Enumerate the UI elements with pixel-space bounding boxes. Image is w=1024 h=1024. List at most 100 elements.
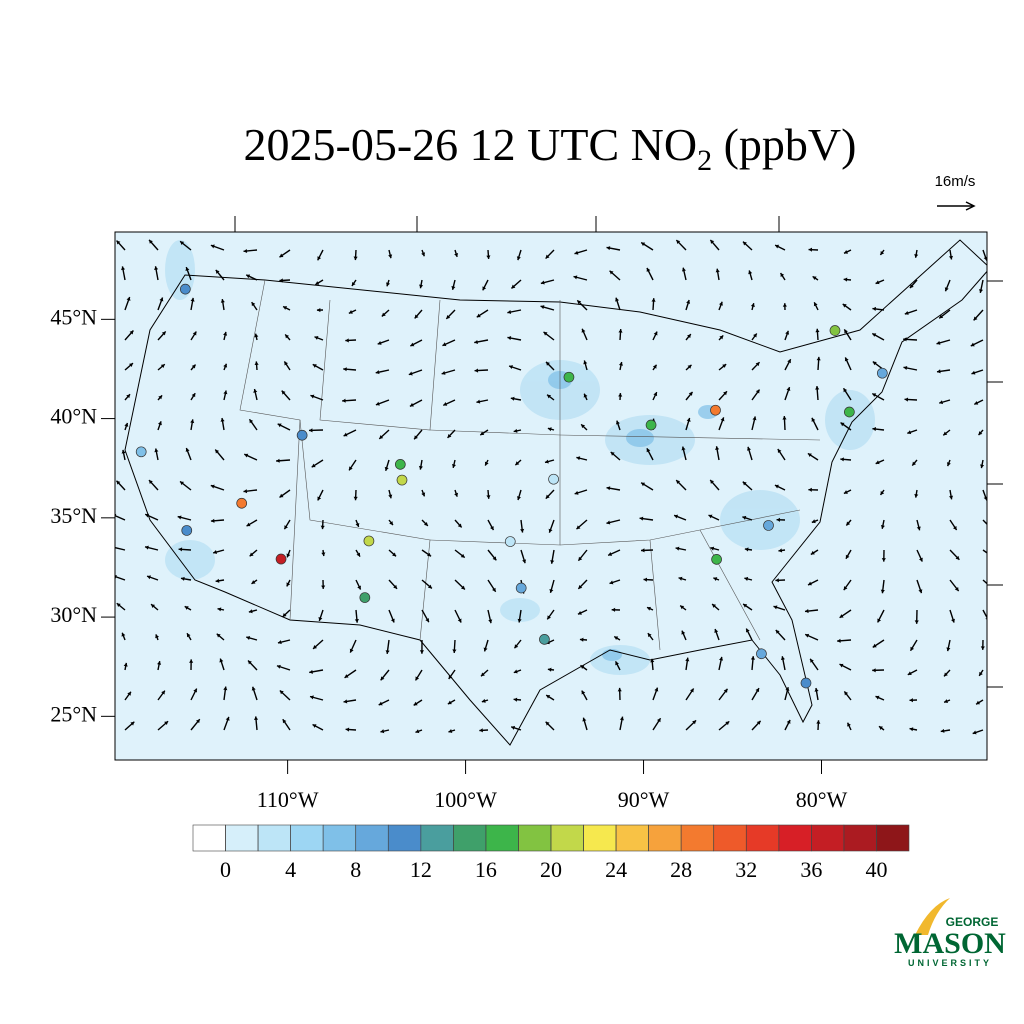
wind-arrow-head: [126, 296, 131, 301]
wind-arrow-head: [375, 401, 380, 406]
wind-arrow-head: [710, 239, 715, 244]
wind-arrow-head: [847, 722, 851, 727]
wind-arrow-head: [425, 618, 429, 623]
wind-arrow-head: [451, 464, 456, 468]
wind-arrow-head: [839, 614, 844, 618]
wind-arrow-head: [154, 448, 159, 453]
wind-arrow-head: [983, 496, 987, 501]
wind-arrow-head: [844, 249, 848, 254]
wind-arrow-head: [680, 605, 685, 610]
wind-arrow-head: [413, 701, 418, 706]
wind-arrow-head: [492, 556, 497, 561]
station: [515, 582, 527, 594]
wind-arrow-head: [277, 423, 282, 428]
station: [396, 474, 408, 486]
axes: 110°W 100°W 90°W 80°W 25°N 30°N 35°N 40°N 45°N: [50, 304, 847, 812]
wind-arrow-head: [786, 387, 791, 392]
wind-arrow-head: [149, 239, 153, 244]
wind-arrow-head: [480, 672, 485, 677]
wind-arrow-head: [349, 648, 354, 653]
wind-arrow-head: [916, 526, 921, 531]
wind-arrow-head: [583, 360, 588, 365]
wind-arrow-head: [217, 607, 222, 612]
wind-arrow-head: [904, 397, 909, 402]
wind-arrow-head: [476, 399, 481, 404]
wind-arrow-head: [787, 359, 791, 364]
wind-arrow-head: [377, 341, 382, 345]
wind-arrow-head: [547, 394, 552, 399]
wind-arrow-head: [121, 449, 126, 454]
wind-arrow-head: [286, 553, 291, 558]
wind-arrow-head: [279, 690, 284, 695]
wind-arrow-head: [936, 369, 941, 374]
wind-arrow-head: [577, 300, 582, 305]
wind-arrow-head: [973, 316, 978, 321]
wind-arrow-head: [811, 417, 816, 422]
wind-arrow-head: [619, 716, 624, 721]
wind-arrow-head: [124, 422, 129, 427]
wind-arrow-head: [160, 364, 165, 369]
wind-arrow-head: [385, 650, 390, 654]
wind-vectors: [115, 239, 987, 735]
wind-arrow-head: [276, 458, 280, 463]
wind-arrow-head: [246, 522, 251, 527]
wind-arrow-head: [320, 525, 325, 530]
wind-arrow-head: [185, 267, 190, 272]
wind-arrow-head: [490, 526, 494, 531]
station: [756, 648, 767, 660]
wind-arrow-head: [513, 428, 518, 433]
wind-arrow-head: [249, 552, 254, 557]
wind-arrow-head: [517, 496, 521, 501]
wind-arrow-head: [210, 484, 215, 489]
wind-arrow-head: [547, 615, 551, 620]
wind-arrow-head: [722, 364, 727, 368]
wind-arrow-head: [609, 270, 614, 275]
wind-arrow-head: [875, 280, 880, 285]
wind-arrow-head: [786, 719, 791, 724]
wind-arrow-head: [164, 721, 169, 726]
wind-arrow-head: [184, 606, 189, 610]
wind-arrow-head: [646, 448, 651, 453]
wind-arrow-head: [641, 242, 646, 247]
wind-arrow-head: [544, 459, 549, 464]
wind-arrow-head: [419, 650, 425, 654]
wind-arrow-head: [151, 604, 156, 608]
colorbar-box: [583, 824, 617, 852]
wind-arrow-head: [646, 267, 651, 272]
wind-arrow-head: [944, 672, 948, 677]
wind-arrow-head: [159, 297, 164, 302]
wind-arrow-head: [354, 619, 359, 623]
wind-arrow-head: [949, 495, 954, 500]
wind-arrow-head: [223, 686, 228, 691]
wind-arrow-head: [415, 729, 420, 734]
wind-arrow-head: [451, 286, 456, 290]
wind-arrow-head: [805, 633, 810, 638]
wind-arrow-head: [651, 298, 656, 302]
wind-arrow-head: [978, 431, 983, 436]
wind-arrow-head: [581, 424, 586, 429]
wind-arrow-head: [656, 718, 661, 723]
wind-arrow-head: [773, 605, 778, 610]
wind-arrow-head: [210, 244, 215, 249]
wind-arrow-head: [178, 547, 183, 552]
wind-arrow-head: [284, 361, 288, 366]
wind-arrow-head: [810, 550, 815, 555]
wind-arrow-head: [349, 466, 353, 471]
wind-arrow-head: [710, 479, 715, 484]
wind-arrow-head: [713, 577, 718, 582]
wind-arrow-head: [389, 521, 393, 526]
wind-arrow-head: [686, 417, 691, 422]
wind-arrow-head: [880, 589, 885, 594]
logo: GEORGE MASON UNIVERSITY: [894, 898, 1006, 968]
wind-arrow-head: [180, 241, 185, 246]
wind-arrow-head: [393, 584, 398, 589]
wind-arrow-head: [678, 576, 683, 581]
frame-ticks: [234, 216, 1003, 688]
wind-arrow-head: [286, 582, 291, 587]
wind-arrow-head: [476, 313, 481, 318]
station: [645, 419, 657, 431]
wind-arrow-head: [944, 287, 949, 292]
wind-arrow-head: [880, 250, 885, 255]
wind-arrow-head: [515, 461, 520, 466]
